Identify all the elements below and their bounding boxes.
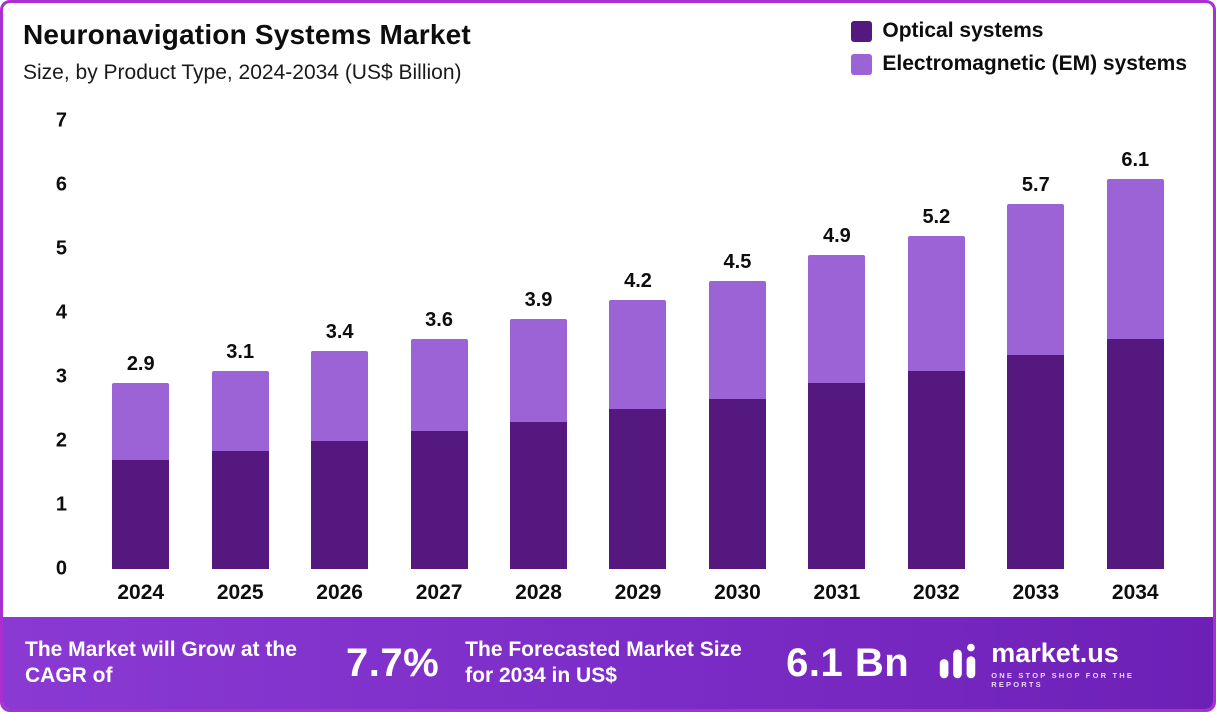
chart-area: 0 1 2 3 4 5 6 7 2.9 3.1 3.4 3.6 3.9 4.2 4.5 4.9 5.2 5.7 6… bbox=[3, 107, 1213, 617]
cagr-label: The Market will Grow at the CAGR of bbox=[25, 637, 297, 687]
bottom-banner: The Market will Grow at the CAGR of 7.7%… bbox=[3, 617, 1213, 709]
marketus-brand: market.us ONE STOP SHOP FOR THE REPORTS bbox=[935, 638, 1183, 689]
bar-column: 2.9 bbox=[91, 121, 190, 569]
optical-systems-segment bbox=[708, 399, 766, 569]
y-axis-tick: 4 bbox=[55, 301, 67, 324]
em-systems-segment bbox=[907, 236, 965, 371]
optical-systems-segment bbox=[907, 370, 965, 569]
em-systems-segment bbox=[1106, 178, 1164, 339]
y-axis-tick: 7 bbox=[55, 109, 67, 132]
brand-name: market.us bbox=[991, 637, 1119, 668]
y-axis-tick: 0 bbox=[55, 557, 67, 580]
optical-systems-segment bbox=[1106, 338, 1164, 569]
optical-systems-segment bbox=[510, 421, 568, 569]
bar-total-label: 4.2 bbox=[624, 270, 652, 293]
x-axis-label: 2029 bbox=[614, 581, 662, 604]
bar-total-label: 4.9 bbox=[822, 225, 851, 248]
legend: Optical systems Electromagnetic (EM) syst… bbox=[851, 19, 1187, 76]
optical-systems-segment bbox=[1007, 354, 1065, 569]
chart-plot-row: 0 1 2 3 4 5 6 7 2.9 3.1 3.4 3.6 3.9 4.2 4.5 4.9 5.2 5.7 6… bbox=[19, 110, 1185, 580]
em-systems-segment bbox=[1007, 204, 1065, 355]
bar-column: 5.7 bbox=[986, 121, 1085, 569]
bar-total-label: 3.1 bbox=[226, 340, 255, 363]
x-axis-labels: 2024 2025 2026 2027 2028 2029 2030 2031 2032 2033… bbox=[91, 569, 1185, 617]
bar-column: 6.1 bbox=[1086, 121, 1185, 569]
x-axis-label: 2032 bbox=[912, 581, 960, 604]
bar-total-label: 3.9 bbox=[524, 289, 553, 312]
marketus-logo-icon bbox=[935, 638, 981, 689]
optical-systems-segment bbox=[112, 460, 170, 569]
optical-systems-segment bbox=[808, 383, 866, 569]
forecast-label: The Forecasted Market Size for 2034 in U… bbox=[465, 637, 742, 687]
optical-systems-segment bbox=[211, 450, 269, 569]
x-axis-label: 2034 bbox=[1111, 581, 1159, 604]
plot-area: 2.9 3.1 3.4 3.6 3.9 4.2 4.5 4.9 5.2 5.7 6.1 bbox=[91, 121, 1185, 569]
bar-total-label: 5.7 bbox=[1021, 174, 1050, 197]
x-axis-label: 2028 bbox=[515, 581, 562, 604]
bar-total-label: 3.6 bbox=[425, 308, 453, 331]
legend-swatch bbox=[851, 20, 873, 42]
optical-systems-segment bbox=[311, 441, 369, 569]
em-systems-segment bbox=[808, 255, 866, 384]
x-axis-label: 2024 bbox=[117, 581, 165, 604]
bar-column: 4.2 bbox=[588, 121, 687, 569]
em-systems-segment bbox=[311, 351, 369, 441]
bar-column: 4.5 bbox=[688, 121, 787, 569]
bar-column: 3.1 bbox=[190, 121, 289, 569]
legend-label: Optical systems bbox=[882, 19, 1044, 42]
x-axis-label: 2031 bbox=[813, 581, 861, 604]
em-systems-segment bbox=[609, 300, 667, 409]
optical-systems-segment bbox=[609, 409, 667, 569]
forecast-value: 6.1 Bn bbox=[786, 640, 910, 685]
x-axis-label: 2027 bbox=[415, 581, 463, 604]
y-axis-tick: 2 bbox=[55, 429, 67, 452]
bar-column: 5.2 bbox=[887, 121, 986, 569]
chart-header: Neuronavigation Systems Market Size, by … bbox=[3, 3, 1213, 107]
y-axis: 0 1 2 3 4 5 6 7 bbox=[19, 110, 91, 580]
x-axis-label: 2026 bbox=[316, 581, 363, 604]
bar-total-label: 2.9 bbox=[126, 353, 155, 376]
bar-column: 3.4 bbox=[290, 121, 389, 569]
x-axis-label: 2033 bbox=[1012, 581, 1060, 604]
legend-swatch bbox=[851, 53, 873, 75]
em-systems-segment bbox=[410, 338, 468, 432]
legend-item: Electromagnetic (EM) systems bbox=[851, 52, 1187, 76]
x-axis-label: 2030 bbox=[714, 581, 761, 604]
brand-tagline: ONE STOP SHOP FOR THE REPORTS bbox=[991, 670, 1135, 689]
bar-total-label: 4.5 bbox=[723, 251, 752, 274]
em-systems-segment bbox=[112, 383, 170, 461]
y-axis-tick: 1 bbox=[55, 493, 67, 516]
optical-systems-segment bbox=[410, 431, 468, 569]
bar-column: 3.9 bbox=[489, 121, 588, 569]
bar-column: 4.9 bbox=[787, 121, 886, 569]
bar-total-label: 3.4 bbox=[325, 321, 354, 344]
legend-label: Electromagnetic (EM) systems bbox=[882, 52, 1187, 75]
em-systems-segment bbox=[211, 370, 269, 451]
x-axis-label: 2025 bbox=[216, 581, 264, 604]
y-axis-tick: 3 bbox=[55, 365, 67, 388]
brand-text-block: market.us ONE STOP SHOP FOR THE REPORTS bbox=[991, 638, 1183, 689]
y-axis-tick: 6 bbox=[55, 173, 67, 196]
em-systems-segment bbox=[510, 319, 568, 422]
y-axis-tick: 5 bbox=[55, 237, 67, 260]
legend-item: Optical systems bbox=[851, 19, 1187, 43]
cagr-value: 7.7% bbox=[346, 640, 440, 685]
chart-subtitle: Size, by Product Type, 2024-2034 (US$ Bi… bbox=[23, 61, 462, 84]
chart-title: Neuronavigation Systems Market bbox=[23, 19, 471, 50]
bar-column: 3.6 bbox=[389, 121, 488, 569]
em-systems-segment bbox=[708, 281, 766, 400]
bar-total-label: 5.2 bbox=[922, 206, 951, 229]
bar-total-label: 6.1 bbox=[1121, 148, 1150, 171]
